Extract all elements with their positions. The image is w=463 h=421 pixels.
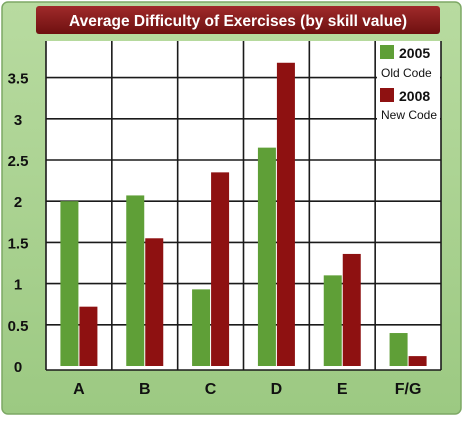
y-tick-label: 2 — [14, 194, 22, 211]
x-tick-label: B — [139, 381, 151, 398]
bars — [60, 62, 427, 366]
bar-2008-A — [79, 306, 98, 366]
x-tick-label: F/G — [395, 381, 422, 398]
legend-sublabel-2005: Old Code — [381, 66, 432, 80]
y-tick-label: 3.5 — [8, 71, 29, 88]
y-tick-label: 0.5 — [8, 318, 29, 335]
bar-2008-B — [145, 238, 164, 366]
bar-2005-A — [60, 201, 79, 366]
y-tick-label: 2.5 — [8, 153, 29, 170]
bar-2008-C — [211, 172, 230, 366]
bar-2008-E — [342, 253, 361, 366]
legend-label-2008: 2008 — [399, 88, 430, 104]
y-tick-label: 0 — [14, 359, 22, 376]
legend-label-2005: 2005 — [399, 45, 430, 61]
bar-2005-B — [126, 195, 145, 366]
y-tick-label: 1.5 — [8, 235, 29, 252]
legend-swatch-2008 — [380, 88, 394, 102]
bar-2005-C — [192, 289, 211, 366]
x-tick-label: A — [73, 381, 85, 398]
y-tick-label: 3 — [14, 112, 22, 129]
legend-swatch-2005 — [380, 45, 394, 59]
chart-title: Average Difficulty of Exercises (by skil… — [69, 13, 407, 30]
legend: 2005 Old Code 2008 New Code — [377, 42, 440, 126]
y-tick-label: 1 — [14, 277, 22, 294]
grid-lines — [45, 41, 442, 371]
legend-sublabel-2008: New Code — [381, 108, 437, 122]
x-tick-label: D — [271, 381, 283, 398]
bar-2008-D — [276, 62, 295, 366]
x-tick-label: C — [205, 381, 217, 398]
bar-2005-E — [323, 275, 342, 366]
x-axis-ticks: A B C D E F/G — [73, 381, 421, 398]
title-band — [36, 6, 440, 34]
y-axis-ticks: 0 0.5 1 1.5 2 2.5 3 3.5 — [8, 71, 29, 376]
bar-2005-F/G — [389, 333, 408, 366]
bar-2008-F/G — [408, 356, 427, 366]
bar-2005-D — [257, 147, 276, 366]
x-tick-label: E — [337, 381, 348, 398]
